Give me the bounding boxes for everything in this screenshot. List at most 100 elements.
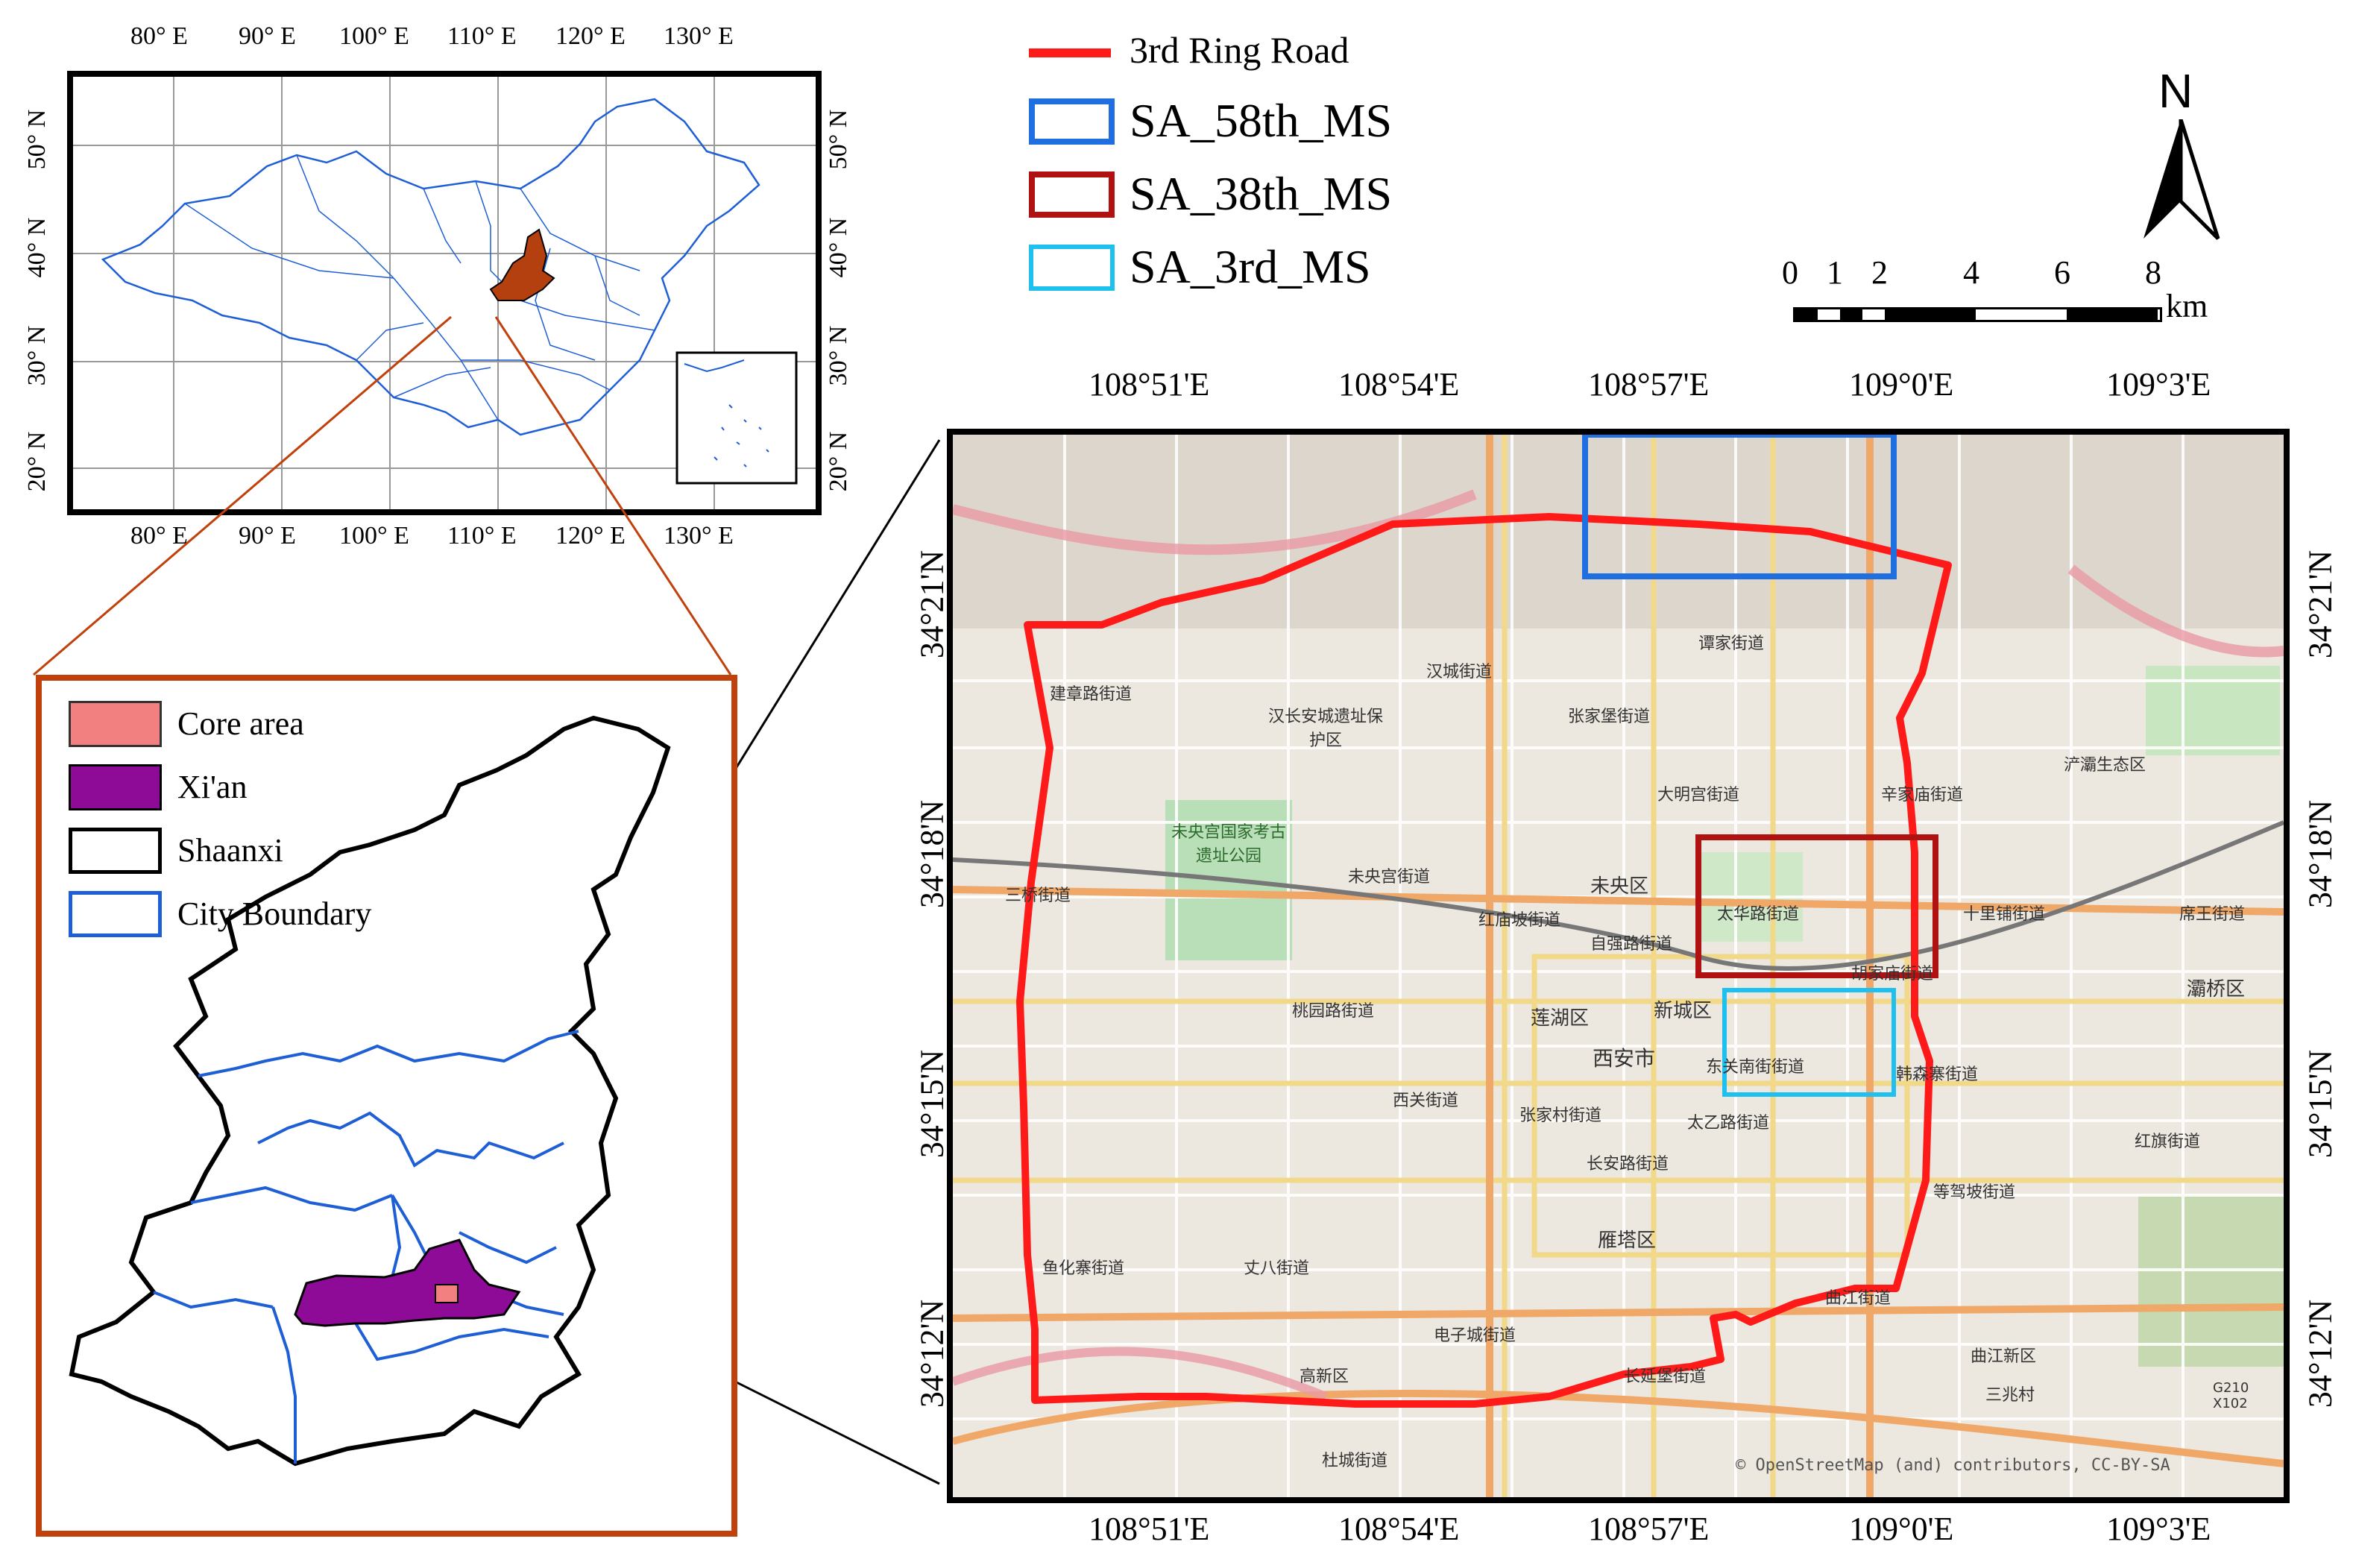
overview-bottom-tick: 120° E [555,522,626,550]
overview-top-tick: 80° E [130,22,188,50]
place-label: 桃园路街道 [1292,1002,1375,1021]
place-label: 未央宫国家考古遗址公园 [1171,823,1286,866]
overview-top-tick: 100° E [339,22,409,50]
city-left-tick: 34°12'N [913,1299,951,1408]
overview-map [67,71,822,515]
place-label: 西关街道 [1393,1092,1459,1110]
scale-label: 1 [1827,254,1843,291]
city-left-tick: 34°15'N [913,1049,951,1159]
overview-bottom-tick: 80° E [130,522,188,550]
city-top-tick: 108°54'E [1338,366,1460,403]
north-label: N [2158,64,2193,118]
north-arrow-icon [2143,119,2220,240]
place-label: 未央宫街道 [1348,868,1431,887]
china-outline [73,77,816,509]
city-bottom-tick: 109°0'E [1849,1511,1954,1547]
place-label: 东关南街街道 [1706,1058,1805,1077]
city-right-tick: 34°12'N [2302,1299,2339,1408]
xian-highlight [294,1238,521,1327]
overview-top-tick: 130° E [664,22,734,50]
shaanxi-highlight [489,228,555,301]
legend-label: SA_38th_MS [1130,167,1393,220]
place-label: 张家村街道 [1519,1106,1602,1125]
place-label: 曲江新区 [1971,1347,2037,1366]
legend-swatch-core-area [69,701,162,747]
legend-swatch-city-boundary [69,891,162,937]
overview-bottom-tick: 100° E [339,522,409,550]
osm-attribution: © OpenStreetMap (and) contributors, CC-B… [1736,1456,2170,1475]
place-label: 长安路街道 [1587,1155,1669,1174]
overview-bottom-tick: 90° E [239,522,296,550]
legend-label: City Boundary [177,895,372,932]
city-basemap [953,435,2284,1497]
study-area-sa58 [1582,435,1897,579]
place-label: 张家堡街道 [1568,708,1651,726]
legend-swatch-ring-road [1029,48,1111,57]
place-label: 胡家庙街道 [1851,965,1934,983]
place-label: 韩森寨街道 [1896,1065,1979,1084]
city-bottom-tick: 108°57'E [1588,1511,1710,1547]
south-china-sea-inset [675,351,798,485]
place-label: 席王街道 [2179,905,2246,924]
legend-label: Xi'an [177,769,248,805]
city-right-tick: 34°15'N [2302,1049,2339,1159]
city-top-tick: 109°0'E [1849,366,1954,403]
scale-label: 0 [1782,254,1798,291]
legend-label: Shaanxi [177,832,283,869]
place-label: 莲湖区 [1531,1007,1590,1030]
place-label: 红旗街道 [2135,1133,2201,1151]
place-label: 未央区 [1590,875,1649,898]
place-label: 西安市 [1593,1046,1656,1071]
place-label: 太华路街道 [1717,905,1800,924]
city-right-tick: 34°18'N [2302,799,2339,909]
place-label: 三桥街道 [1005,887,1071,905]
overview-top-tick: 90° E [239,22,296,50]
third-ring-road [1016,513,1952,1408]
city-top-tick: 109°3'E [2106,366,2211,403]
place-label: 灞桥区 [2187,978,2246,1001]
scale-label: 8 [2145,254,2161,291]
overview-bottom-tick: 130° E [664,522,734,550]
scale-label: 6 [2054,254,2070,291]
place-label: 丈八街道 [1244,1259,1310,1278]
shaanxi-outline [69,715,671,1467]
city-bottom-tick: 108°51'E [1089,1511,1210,1547]
place-label: 大明宫街道 [1657,786,1740,805]
city-left-tick: 34°18'N [913,799,951,909]
legend-label: SA_3rd_MS [1130,240,1371,293]
place-label: 建章路街道 [1050,685,1133,704]
place-label: 浐灞生态区 [2064,756,2146,775]
place-label: 自强路街道 [1590,935,1673,954]
place-label: 辛家庙街道 [1881,786,1964,805]
legend-swatch-sa3 [1029,245,1115,291]
place-label: 十里铺街道 [1963,905,2046,924]
legend-swatch-shaanxi [69,828,162,874]
place-label: 三兆村 [1985,1386,2035,1405]
scale-bar [1793,307,2162,322]
legend-label: 3rd Ring Road [1130,29,1349,71]
place-label: 电子城街道 [1434,1326,1516,1345]
legend-swatch-sa58 [1029,98,1115,145]
province-map [36,675,737,1537]
place-label: 高新区 [1300,1367,1349,1386]
study-area-sa3 [1722,988,1896,1097]
city-boundaries [153,1030,579,1464]
place-label: 谭家街道 [1698,635,1765,653]
place-label: 曲江街道 [1825,1289,1891,1308]
place-label: 雁塔区 [1598,1229,1657,1252]
legend-label: Core area [177,705,304,742]
city-left-tick: 34°21'N [913,550,951,659]
place-label: 汉城街道 [1426,663,1493,681]
overview-bottom-tick: 110° E [447,522,517,550]
place-label: 红庙坡街道 [1478,911,1561,930]
place-label: 等驾坡街道 [1933,1183,2016,1202]
legend-swatch-sa38 [1029,171,1115,218]
city-bottom-tick: 108°54'E [1338,1511,1460,1547]
city-bottom-tick: 109°3'E [2106,1511,2211,1547]
road-shield: G210 X102 [2213,1380,2249,1411]
place-label: 长延堡街道 [1624,1367,1707,1386]
place-label: 新城区 [1654,1000,1713,1022]
legend-label: SA_58th_MS [1130,94,1393,147]
place-label: 杜城街道 [1322,1452,1388,1470]
